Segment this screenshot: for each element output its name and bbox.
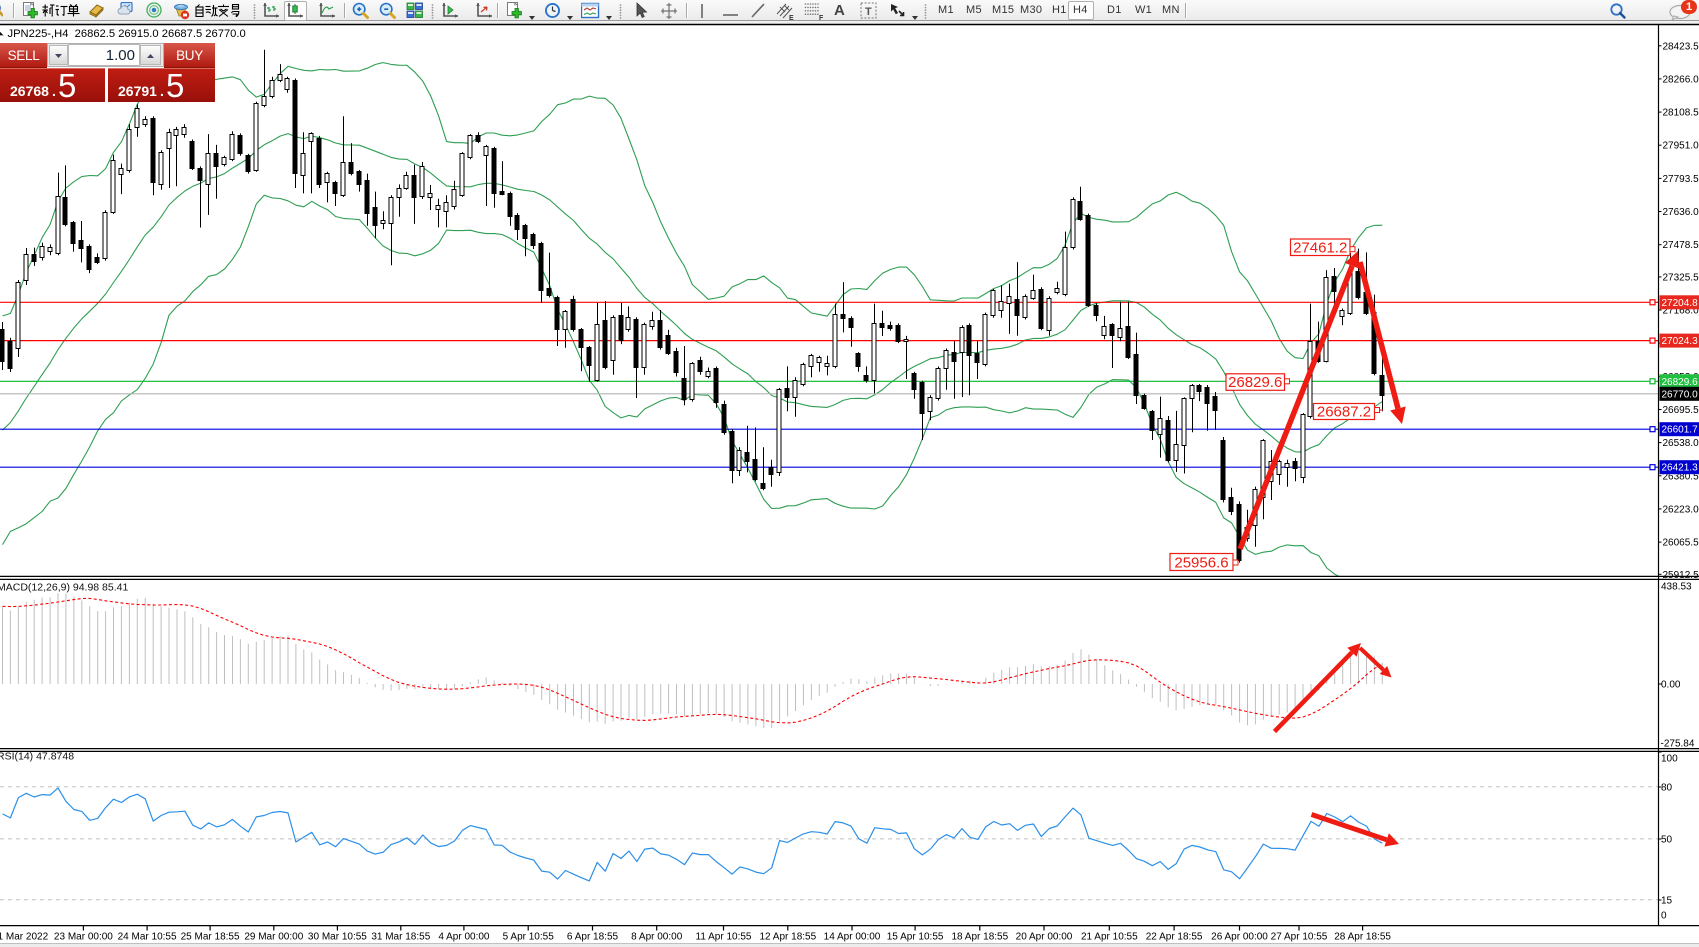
svg-text:5 Apr 10:55: 5 Apr 10:55 (503, 932, 555, 943)
svg-text:80: 80 (1661, 783, 1673, 794)
svg-text:26065.5: 26065.5 (1663, 538, 1699, 549)
svg-text:26770.0: 26770.0 (1662, 389, 1699, 400)
svg-text:26223.0: 26223.0 (1663, 504, 1699, 515)
svg-text:26829.6: 26829.6 (1662, 377, 1699, 388)
svg-text:31 Mar 18:55: 31 Mar 18:55 (371, 932, 430, 943)
svg-text:26421.3: 26421.3 (1662, 463, 1699, 474)
svg-text:27168.0: 27168.0 (1663, 306, 1699, 317)
svg-text:30 Mar 10:55: 30 Mar 10:55 (308, 932, 367, 943)
svg-text:26 Apr 00:00: 26 Apr 00:00 (1211, 932, 1268, 943)
svg-text:12 Apr 18:55: 12 Apr 18:55 (759, 932, 816, 943)
svg-text:26380.5: 26380.5 (1663, 471, 1699, 482)
svg-text:0: 0 (1661, 911, 1667, 922)
svg-text:100: 100 (1661, 754, 1678, 765)
svg-text:11 Apr 10:55: 11 Apr 10:55 (696, 932, 752, 943)
svg-text:27204.8: 27204.8 (1662, 298, 1699, 309)
svg-text:F: F (819, 15, 824, 21)
svg-text:27461.2: 27461.2 (1293, 239, 1347, 256)
svg-text:27951.0: 27951.0 (1663, 141, 1699, 152)
svg-text:23 Mar 00:00: 23 Mar 00:00 (54, 932, 113, 943)
svg-text:21 Mar 2022: 21 Mar 2022 (0, 932, 49, 943)
svg-text:15 Apr 10:55: 15 Apr 10:55 (887, 932, 944, 943)
svg-text:25912.5: 25912.5 (1663, 570, 1699, 581)
svg-text:26538.0: 26538.0 (1663, 438, 1699, 449)
svg-text:26687.2: 26687.2 (1317, 403, 1371, 420)
svg-text:27325.5: 27325.5 (1663, 272, 1699, 283)
svg-text:27478.5: 27478.5 (1663, 240, 1699, 251)
svg-text:8 Apr 00:00: 8 Apr 00:00 (631, 932, 683, 943)
svg-text:RSI(14) 47.8748: RSI(14) 47.8748 (0, 751, 74, 763)
svg-text:27636.0: 27636.0 (1663, 207, 1699, 218)
svg-text:26695.5: 26695.5 (1663, 405, 1699, 416)
svg-text:28266.0: 28266.0 (1663, 74, 1699, 85)
svg-text:50: 50 (1661, 835, 1673, 846)
svg-text:27024.3: 27024.3 (1662, 336, 1699, 347)
svg-text:26601.7: 26601.7 (1662, 425, 1699, 436)
svg-text:28 Apr 18:55: 28 Apr 18:55 (1334, 932, 1391, 943)
svg-text:28423.5: 28423.5 (1663, 41, 1699, 52)
svg-text:MACD(12,26,9) 94.98 85.41: MACD(12,26,9) 94.98 85.41 (0, 582, 128, 594)
svg-text:22 Apr 18:55: 22 Apr 18:55 (1146, 932, 1203, 943)
svg-text:0.00: 0.00 (1661, 680, 1681, 691)
svg-text:6 Apr 18:55: 6 Apr 18:55 (567, 932, 619, 943)
svg-text:15: 15 (1661, 896, 1673, 907)
svg-text:438.53: 438.53 (1661, 582, 1692, 593)
svg-text:20 Apr 00:00: 20 Apr 00:00 (1016, 932, 1073, 943)
svg-text:27 Apr 10:55: 27 Apr 10:55 (1271, 932, 1328, 943)
svg-text:T: T (865, 6, 872, 18)
svg-text:14 Apr 00:00: 14 Apr 00:00 (824, 932, 881, 943)
svg-text:25 Mar 18:55: 25 Mar 18:55 (181, 932, 240, 943)
svg-text:JPN225-,H4 26862.5 26915.0 26: JPN225-,H4 26862.5 26915.0 26687.5 26770… (8, 28, 246, 40)
svg-text:28108.5: 28108.5 (1663, 108, 1699, 119)
svg-text:-275.84: -275.84 (1661, 739, 1695, 750)
svg-text:29 Mar 00:00: 29 Mar 00:00 (244, 932, 303, 943)
svg-text:24 Mar 10:55: 24 Mar 10:55 (118, 932, 177, 943)
svg-text:21 Apr 10:55: 21 Apr 10:55 (1081, 932, 1138, 943)
svg-text:E: E (789, 15, 794, 21)
svg-text:26829.6: 26829.6 (1228, 374, 1282, 391)
svg-text:27793.5: 27793.5 (1663, 174, 1699, 185)
svg-text:18 Apr 18:55: 18 Apr 18:55 (951, 932, 1008, 943)
svg-text:4 Apr 00:00: 4 Apr 00:00 (438, 932, 490, 943)
svg-text:25956.6: 25956.6 (1174, 554, 1228, 571)
